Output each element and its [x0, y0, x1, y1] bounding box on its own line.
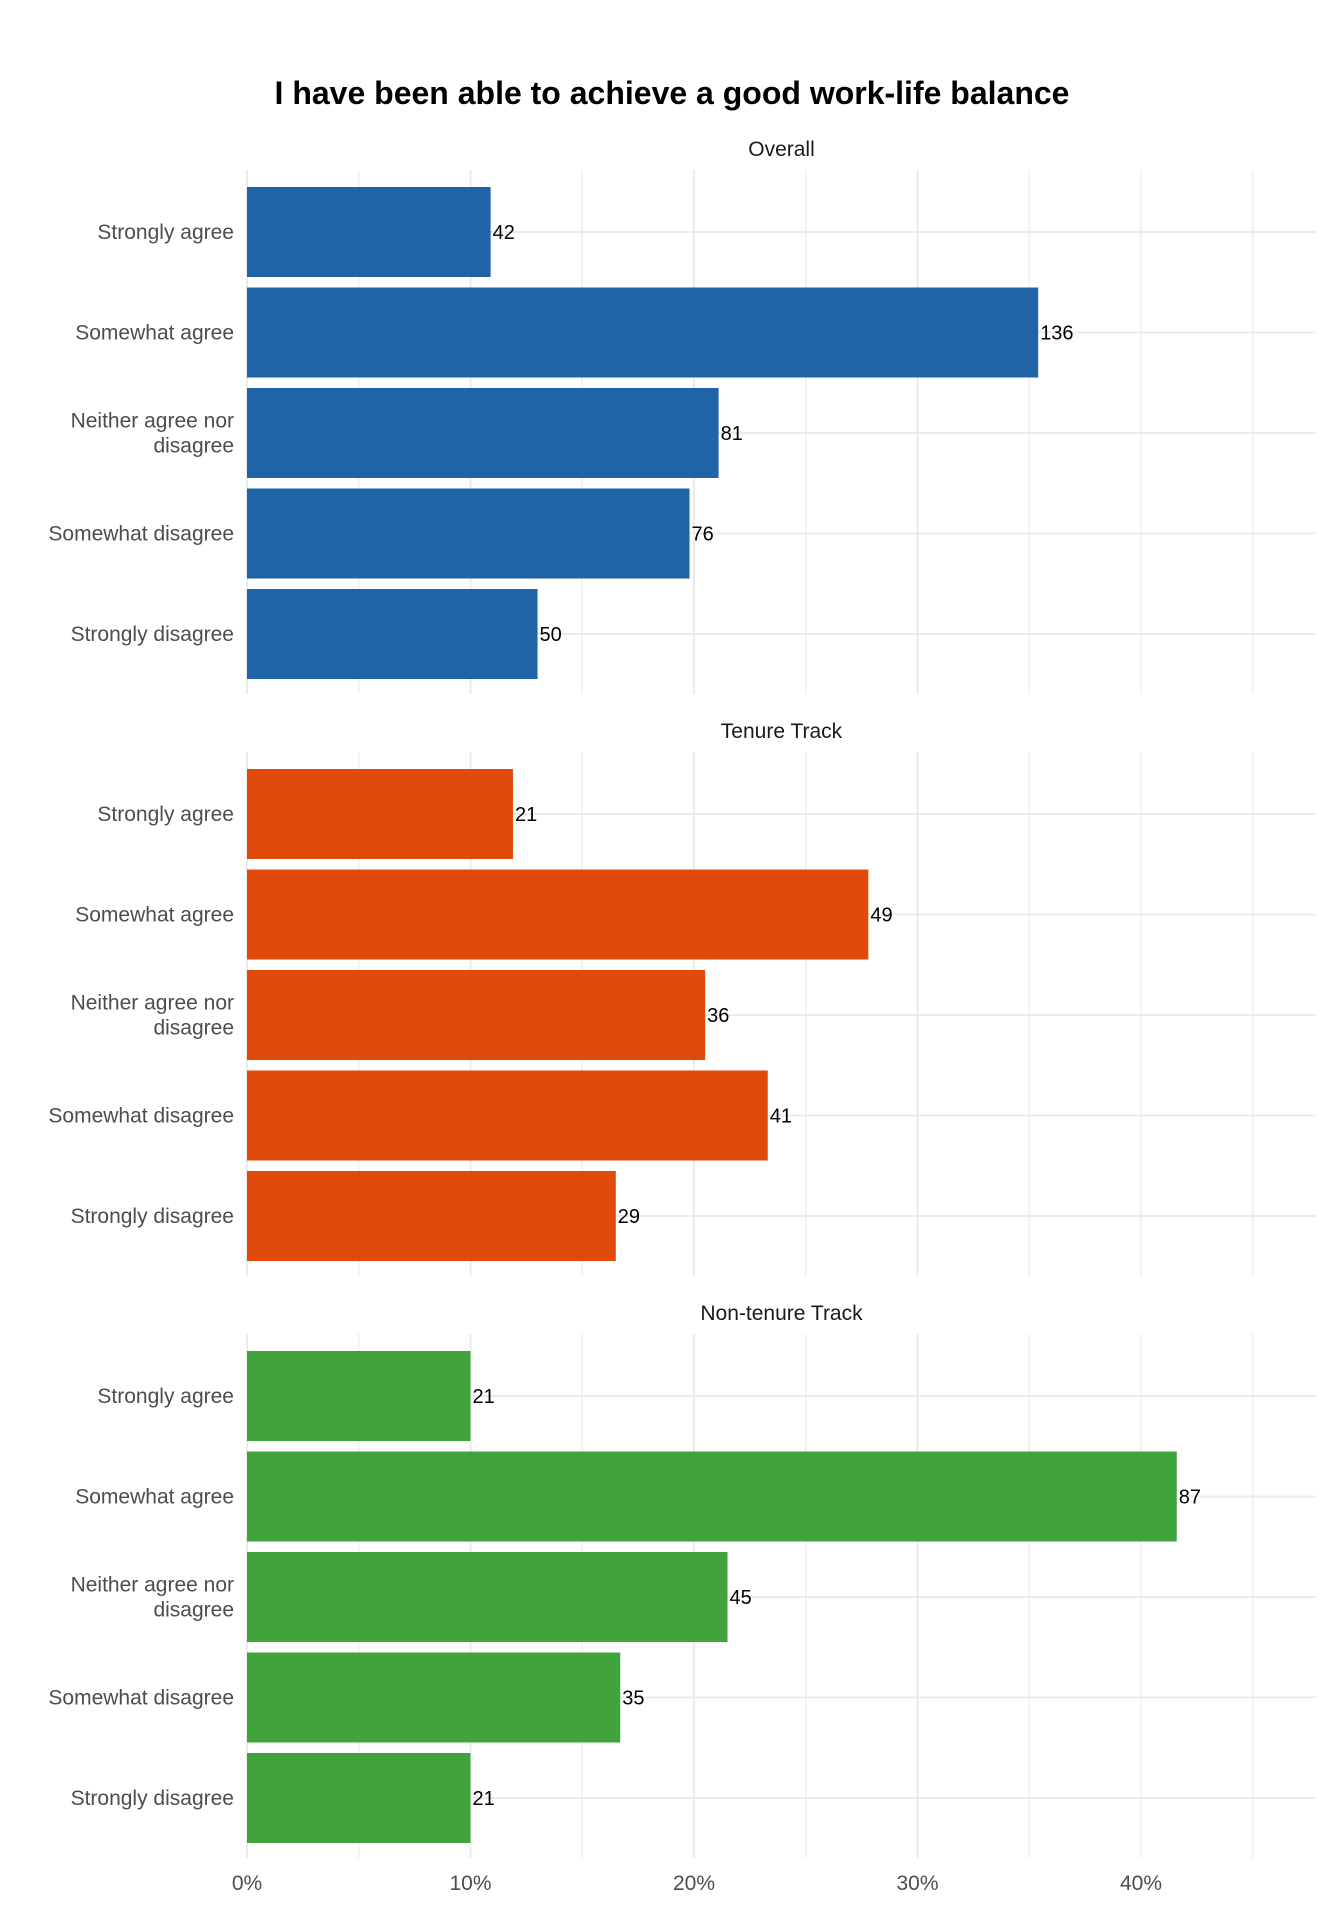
panel-overall: Overall 42 Strongly agree 136 Somewhat agree…: [48, 138, 1316, 694]
bar-value-label: 21: [473, 1386, 495, 1408]
category-label: Somewhat agree: [75, 1486, 234, 1509]
panel-non-tenure-track: Non-tenure Track 21 Strongly agree 87 Somewh…: [48, 1302, 1316, 1858]
category-label: Somewhat disagree: [48, 523, 234, 546]
bar-value-label: 49: [870, 905, 892, 927]
category-label: Strongly disagree: [71, 1205, 234, 1228]
bar: [247, 769, 513, 859]
panel-strip-label: Tenure Track: [721, 720, 843, 743]
category-label: Neither agree nor disagree: [71, 410, 234, 458]
bar: [247, 488, 690, 579]
bar: [247, 589, 538, 679]
bar-value-label: 36: [707, 1005, 729, 1027]
bar: [247, 1652, 621, 1743]
bar: [247, 1070, 768, 1161]
panel-strip-label: Non-tenure Track: [700, 1302, 863, 1325]
bar-value-label: 29: [618, 1206, 640, 1228]
bar: [247, 1351, 471, 1441]
panel-tenure-track: Tenure Track 21 Strongly agree 49 Somewhat a…: [48, 720, 1316, 1276]
bar-value-label: 41: [770, 1106, 792, 1128]
category-label: Somewhat agree: [75, 322, 234, 345]
category-label: Somewhat agree: [75, 904, 234, 927]
category-label: Strongly agree: [97, 803, 234, 826]
panel-strip-label: Overall: [748, 138, 815, 161]
bar: [247, 388, 719, 478]
category-label: Neither agree nor disagree: [71, 992, 234, 1040]
bar-value-label: 87: [1179, 1487, 1201, 1509]
bar: [247, 970, 706, 1060]
bar-value-label: 136: [1040, 323, 1073, 345]
bar-value-label: 42: [493, 222, 515, 244]
category-label: Strongly agree: [97, 1385, 234, 1408]
category-label: Strongly disagree: [71, 623, 234, 646]
bar: [247, 1451, 1177, 1542]
x-tick-label: 10%: [449, 1872, 491, 1895]
chart-title: I have been able to achieve a good work-…: [275, 75, 1070, 111]
x-tick-label: 20%: [673, 1872, 715, 1895]
x-tick-label: 40%: [1120, 1872, 1162, 1895]
bar-value-label: 81: [721, 423, 743, 445]
bar-value-label: 35: [622, 1688, 644, 1710]
bar-value-label: 21: [515, 804, 537, 826]
chart-panels: Overall 42 Strongly agree 136 Somewhat agree…: [48, 138, 1316, 1895]
category-label: Somewhat disagree: [48, 1105, 234, 1128]
bar: [247, 187, 491, 277]
category-label: Strongly agree: [97, 221, 234, 244]
bar-value-label: 50: [540, 624, 562, 646]
category-label: Strongly disagree: [71, 1787, 234, 1810]
bar: [247, 287, 1039, 378]
bar-value-label: 76: [692, 524, 714, 546]
x-tick-label: 0%: [232, 1872, 262, 1895]
bar-value-label: 45: [730, 1587, 752, 1609]
bar: [247, 1753, 471, 1843]
bar: [247, 869, 869, 960]
category-label: Somewhat disagree: [48, 1687, 234, 1710]
category-label: Neither agree nor disagree: [71, 1574, 234, 1622]
bar-value-label: 21: [473, 1788, 495, 1810]
bar: [247, 1552, 728, 1642]
bar: [247, 1171, 616, 1261]
x-tick-label: 30%: [896, 1872, 938, 1895]
